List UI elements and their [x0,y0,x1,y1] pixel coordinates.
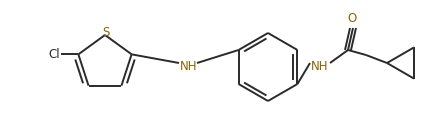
Text: NH: NH [311,60,329,73]
Text: Cl: Cl [49,48,60,61]
Text: S: S [102,26,110,38]
Text: O: O [347,11,357,24]
Text: NH: NH [180,60,198,73]
